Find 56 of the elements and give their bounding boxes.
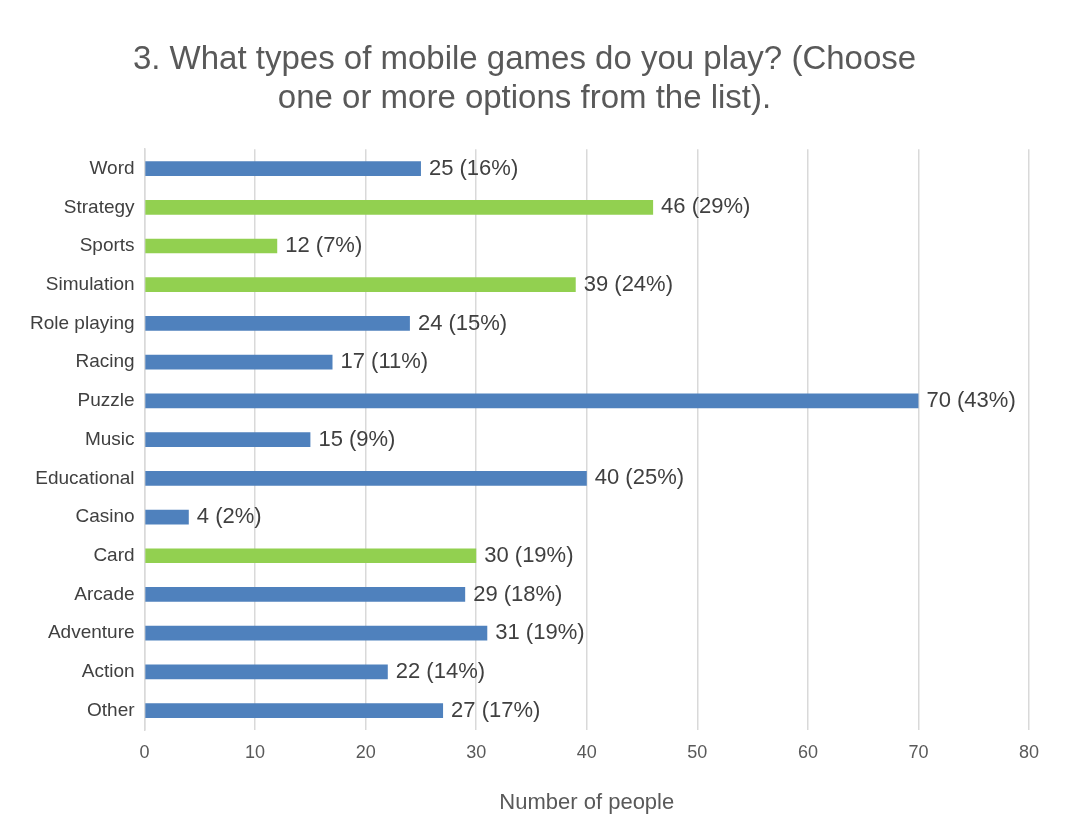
y-tick-label: Puzzle bbox=[77, 389, 135, 411]
data-label: 17 (11%) bbox=[340, 348, 429, 374]
y-tick-label: Arcade bbox=[74, 582, 135, 604]
bar bbox=[145, 703, 444, 718]
y-tick-label: Racing bbox=[75, 350, 135, 372]
bar bbox=[145, 664, 388, 680]
data-label: 40 (25%) bbox=[594, 464, 685, 490]
x-tick-label: 0 bbox=[139, 741, 150, 762]
bar bbox=[145, 354, 333, 370]
bar bbox=[145, 161, 421, 176]
data-label: 30 (19%) bbox=[484, 541, 574, 567]
x-axis-title: Number of people bbox=[499, 788, 675, 814]
bar bbox=[145, 548, 477, 564]
data-label: 24 (15%) bbox=[417, 309, 508, 335]
x-tick-label: 40 bbox=[576, 741, 597, 762]
data-label: 29 (18%) bbox=[473, 580, 563, 606]
data-label: 4 (2%) bbox=[196, 503, 262, 529]
data-label: 31 (19%) bbox=[495, 619, 585, 645]
x-tick-label: 50 bbox=[687, 741, 708, 762]
x-tick-label: 10 bbox=[245, 741, 266, 762]
bar bbox=[145, 470, 587, 486]
y-tick-label: Other bbox=[87, 698, 136, 720]
data-label: 70 (43%) bbox=[926, 386, 1016, 412]
data-label: 27 (17%) bbox=[451, 696, 541, 722]
x-tick-label: 60 bbox=[797, 741, 818, 762]
data-label: 12 (7%) bbox=[285, 232, 363, 258]
x-tick-label: 20 bbox=[355, 741, 376, 762]
x-tick-label: 70 bbox=[908, 741, 929, 762]
bar bbox=[145, 277, 576, 293]
bar bbox=[145, 432, 311, 447]
x-tick-label: 30 bbox=[466, 741, 487, 762]
y-tick-label: Music bbox=[84, 427, 135, 449]
data-label: 25 (16%) bbox=[428, 154, 519, 180]
bar bbox=[145, 316, 410, 331]
data-label: 15 (9%) bbox=[318, 425, 396, 451]
data-label: 39 (24%) bbox=[583, 270, 674, 296]
y-tick-label: Educational bbox=[35, 466, 135, 488]
data-label: 22 (14%) bbox=[395, 657, 486, 683]
y-tick-label: Action bbox=[81, 660, 135, 682]
bar bbox=[145, 393, 919, 409]
y-tick-label: Casino bbox=[75, 505, 135, 527]
bar bbox=[145, 587, 466, 602]
chart-title: 3. What types of mobile games do you play? (Choose one or more options from the list). bbox=[132, 38, 917, 116]
bar bbox=[145, 509, 189, 525]
y-tick-label: Adventure bbox=[47, 621, 135, 643]
bar bbox=[145, 625, 488, 641]
y-tick-label: Strategy bbox=[63, 195, 136, 217]
y-tick-label: Sports bbox=[79, 234, 135, 256]
y-tick-label: Word bbox=[89, 156, 135, 178]
bar bbox=[145, 199, 654, 215]
bar bbox=[145, 238, 278, 254]
data-label: 46 (29%) bbox=[661, 193, 751, 219]
y-tick-label: Card bbox=[93, 543, 135, 565]
x-tick-label: 80 bbox=[1018, 741, 1040, 762]
y-tick-label: Simulation bbox=[45, 272, 135, 294]
y-tick-label: Role playing bbox=[29, 311, 135, 333]
